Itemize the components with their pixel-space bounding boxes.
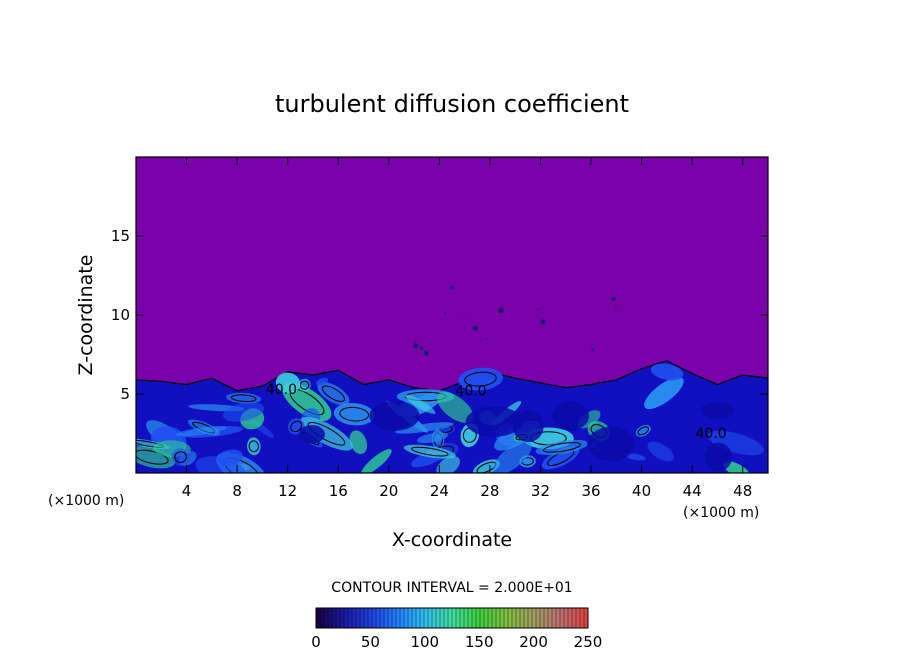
eddy-patch bbox=[707, 430, 764, 456]
colorbar-frame bbox=[315, 607, 589, 629]
colorbar-tick-label: 0 bbox=[311, 633, 321, 651]
eddy-patch bbox=[405, 394, 436, 414]
eddy-core bbox=[552, 401, 589, 431]
y-tick-label: 10 bbox=[111, 306, 130, 324]
eddy-core bbox=[700, 402, 735, 420]
eddy-patch bbox=[635, 424, 651, 437]
speck bbox=[419, 346, 424, 351]
speck bbox=[423, 350, 429, 356]
eddy-patch bbox=[222, 402, 265, 422]
contour-line bbox=[299, 380, 310, 390]
plot-area: 40.0 40.0 40.0 bbox=[135, 156, 769, 474]
y-axis: 5 10 15 bbox=[111, 227, 768, 403]
x-tick-label: 16 bbox=[329, 482, 348, 500]
colorbar-tick-label: 200 bbox=[519, 633, 548, 651]
x-tick-label: 40 bbox=[632, 482, 651, 500]
speck bbox=[498, 307, 504, 314]
eddy-patch bbox=[625, 453, 646, 461]
colorbar-tick-label: 100 bbox=[410, 633, 439, 651]
contour-line bbox=[307, 422, 346, 446]
speck bbox=[540, 319, 546, 325]
speck bbox=[413, 343, 419, 349]
colorbar-tick-label: 250 bbox=[574, 633, 603, 651]
x-tick-label: 36 bbox=[581, 482, 600, 500]
x-tick-label: 44 bbox=[683, 482, 702, 500]
contour-line bbox=[136, 449, 169, 465]
eddy-core bbox=[369, 400, 420, 431]
contour-line bbox=[174, 451, 187, 463]
contour-line bbox=[339, 406, 370, 422]
eddy-patch bbox=[472, 459, 501, 473]
contour-label: 40.0 bbox=[266, 382, 297, 398]
eddy-patch bbox=[436, 456, 460, 473]
x-unit-left: (×1000 m) bbox=[48, 493, 124, 509]
x-tick-label: 28 bbox=[480, 482, 499, 500]
contour-line bbox=[464, 371, 497, 387]
x-tick-label: 4 bbox=[182, 482, 192, 500]
y-axis-label: Z-coordinate bbox=[75, 255, 97, 376]
contour-label: 40.0 bbox=[696, 426, 727, 442]
y-tick-label: 15 bbox=[111, 227, 130, 245]
x-tick-label: 24 bbox=[430, 482, 449, 500]
speck bbox=[536, 307, 539, 311]
eddy-patch bbox=[416, 432, 449, 444]
x-axis: 4 8 12 16 20 24 28 32 36 40 44 48 bbox=[182, 157, 752, 500]
speck bbox=[485, 338, 488, 341]
contour-line bbox=[637, 426, 650, 436]
colorbar-ticks: 0 50 100 150 200 250 bbox=[311, 633, 602, 651]
eddy-patch bbox=[282, 382, 332, 422]
contour-line bbox=[290, 420, 303, 433]
x-tick-label: 20 bbox=[379, 482, 398, 500]
speck bbox=[444, 312, 447, 315]
colorbar-tick-label: 150 bbox=[465, 633, 494, 651]
speck bbox=[450, 286, 454, 290]
eddy-patch bbox=[650, 363, 684, 381]
eddy-patch bbox=[216, 449, 243, 466]
eddy-patch bbox=[723, 461, 750, 473]
eddy-core bbox=[298, 425, 325, 444]
colorbar-tick-label: 50 bbox=[361, 633, 380, 651]
eddy-core bbox=[465, 406, 523, 437]
eddy-patch bbox=[644, 377, 684, 410]
y-tick-label: 5 bbox=[120, 385, 130, 403]
eddy-core bbox=[704, 442, 733, 472]
eddy-patch bbox=[647, 441, 674, 462]
eddy-patch bbox=[492, 440, 532, 473]
speck bbox=[472, 325, 479, 332]
x-axis-label: X-coordinate bbox=[392, 529, 512, 551]
eddy-patch bbox=[403, 444, 456, 459]
eddy-patch bbox=[317, 382, 350, 406]
contour-label: 40.0 bbox=[455, 384, 486, 400]
speck bbox=[611, 297, 616, 301]
contour-line bbox=[230, 394, 257, 403]
speck bbox=[591, 348, 594, 352]
colorbar: 0 50 100 150 200 250 bbox=[311, 607, 602, 651]
x-tick-label: 8 bbox=[232, 482, 242, 500]
eddy-patch bbox=[535, 439, 589, 455]
speck bbox=[463, 314, 466, 317]
eddy-patch bbox=[316, 377, 329, 386]
contour-line bbox=[321, 385, 345, 402]
x-tick-label: 32 bbox=[531, 482, 550, 500]
x-tick-label: 48 bbox=[733, 482, 752, 500]
x-tick-label: 12 bbox=[278, 482, 297, 500]
eddy-patch bbox=[175, 426, 227, 437]
contour-line bbox=[543, 442, 581, 453]
colorbar-stripes bbox=[319, 608, 585, 628]
x-unit-right: (×1000 m) bbox=[683, 505, 759, 521]
contour-interval-text: CONTOUR INTERVAL = 2.000E+01 bbox=[331, 580, 572, 596]
boundary-layer-contour bbox=[136, 360, 768, 392]
eddy-core bbox=[587, 426, 635, 462]
eddy-patch bbox=[360, 449, 392, 473]
heatmap-field: 40.0 40.0 40.0 bbox=[136, 286, 768, 473]
speck bbox=[614, 308, 617, 311]
eddy-patch bbox=[349, 430, 368, 455]
contour-line bbox=[411, 446, 449, 457]
chart-title: turbulent diffusion coefficient bbox=[275, 90, 629, 118]
contour-line bbox=[248, 440, 260, 453]
eddy-patch bbox=[275, 372, 301, 394]
eddy-patch bbox=[437, 392, 474, 423]
